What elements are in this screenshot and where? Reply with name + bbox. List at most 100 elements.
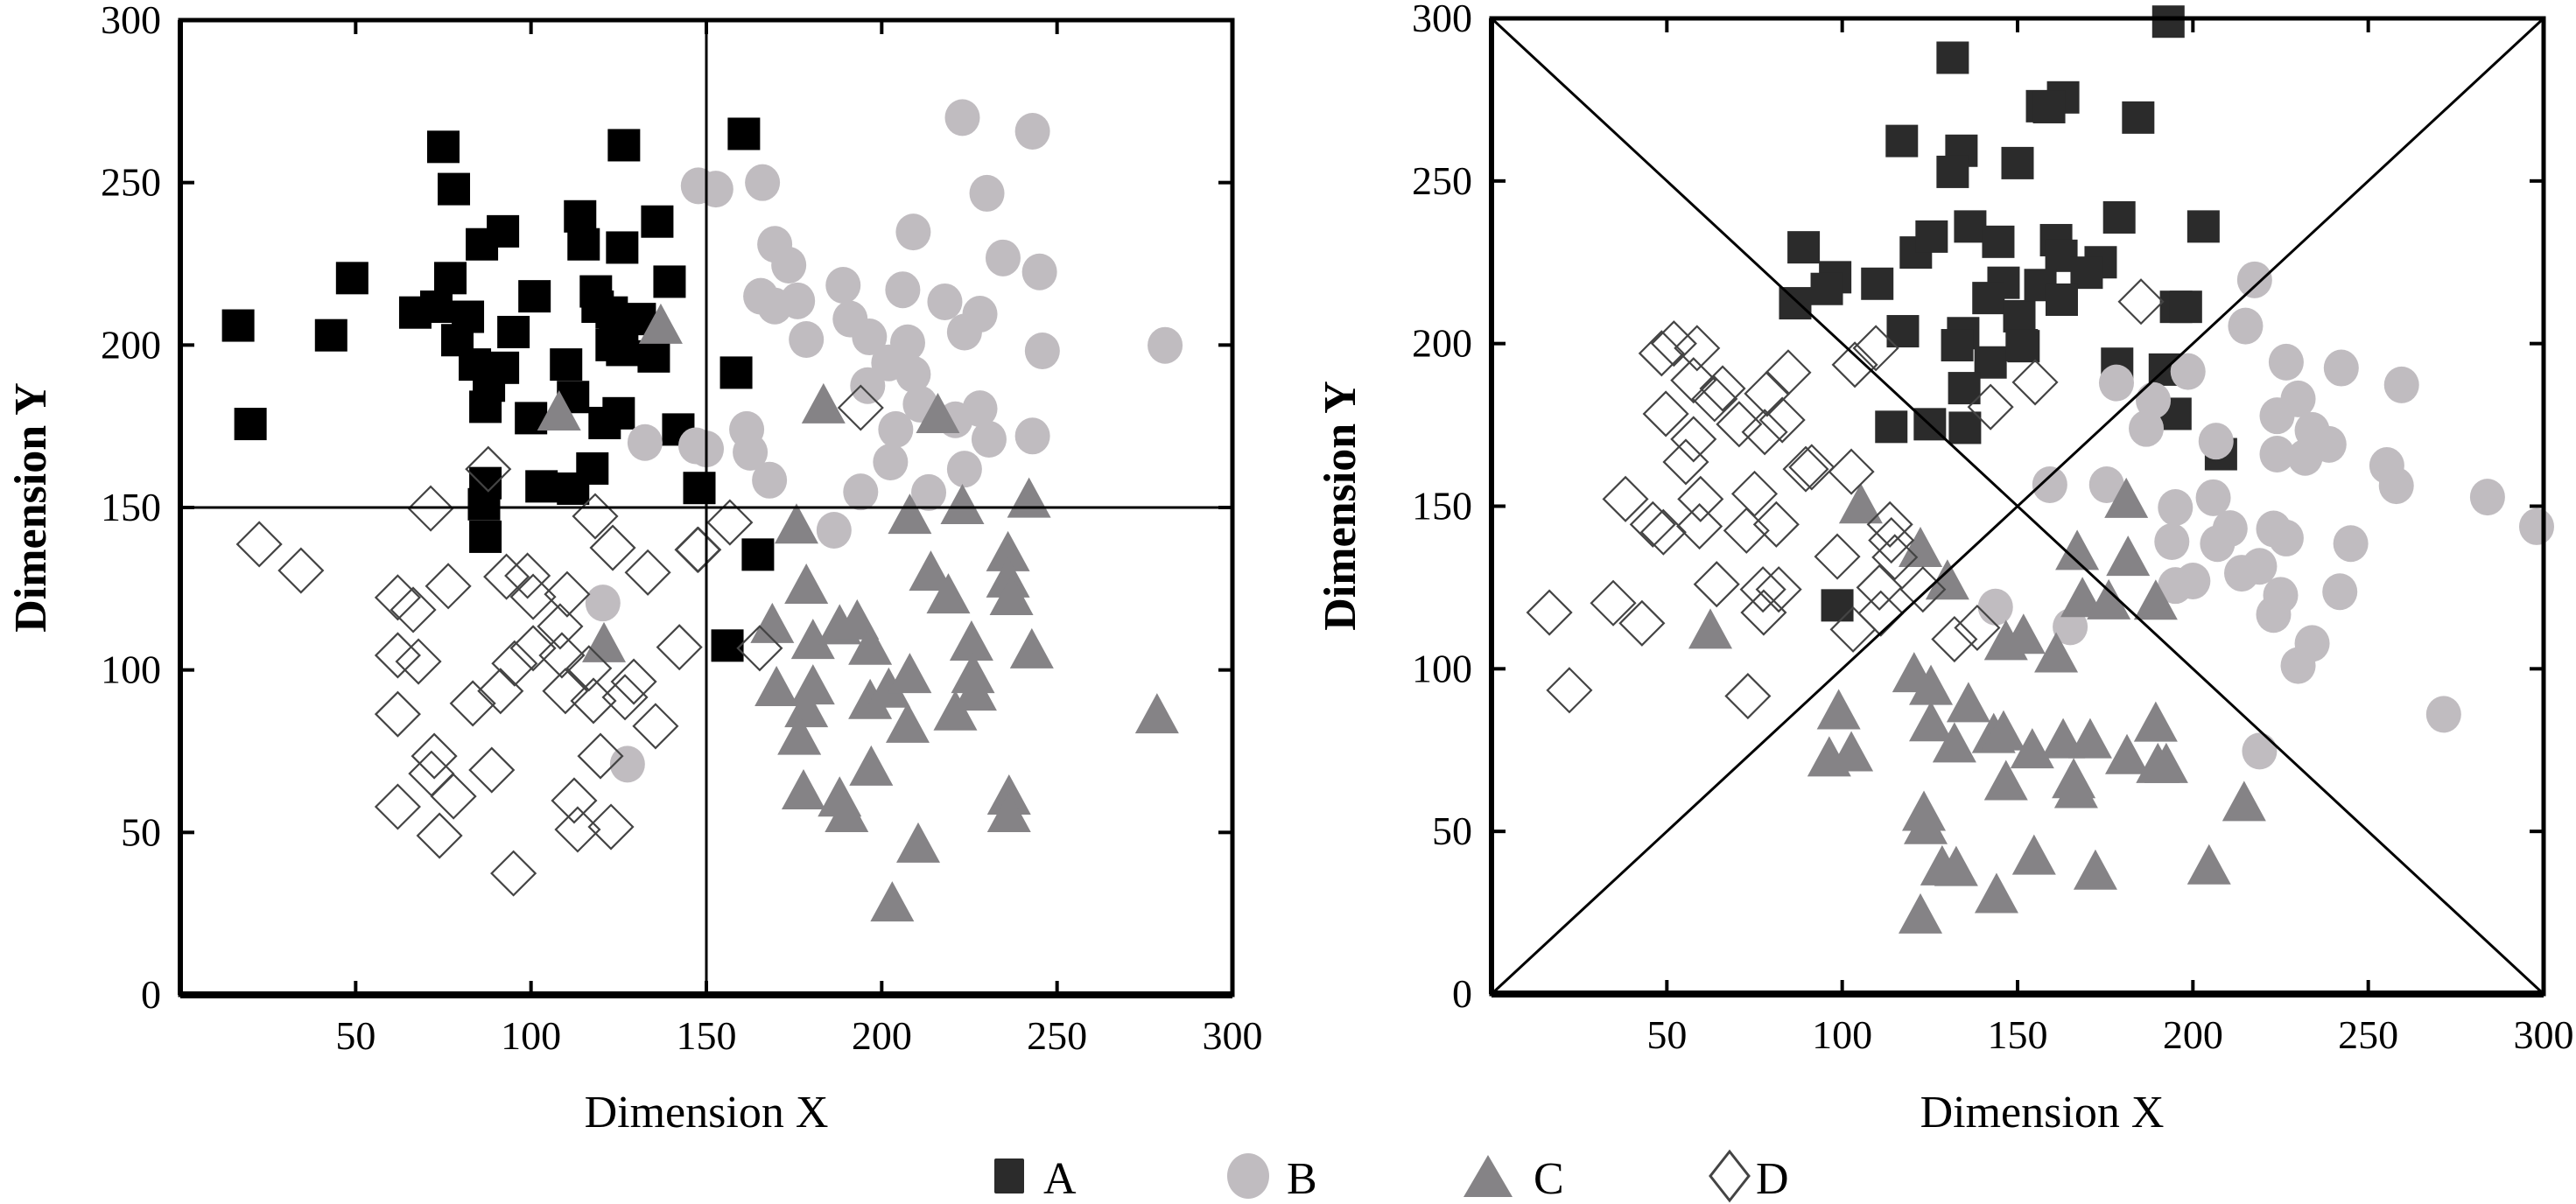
point-c: [784, 687, 829, 728]
point-a: [683, 472, 716, 505]
point-a: [2070, 256, 2103, 290]
legend-label-b: B: [1287, 1154, 1317, 1204]
point-d: [1629, 500, 1676, 548]
point-a: [469, 520, 502, 553]
point-b: [2287, 438, 2323, 476]
point-a: [641, 205, 674, 238]
point-c: [2060, 577, 2105, 618]
point-b: [2088, 466, 2124, 503]
point-d: [1618, 599, 1666, 647]
point-b: [2053, 608, 2088, 646]
point-d: [572, 493, 619, 540]
point-d: [1829, 606, 1877, 653]
left-scatter-panel: 50 100 150 200 250 300 0 50 100 150 200 250 300 Dime…: [6, 0, 1263, 1138]
point-b: [2323, 349, 2359, 387]
point-d: [1852, 325, 1899, 372]
point-b: [2268, 519, 2304, 556]
point-d: [504, 552, 551, 599]
point-b: [1024, 332, 1060, 370]
point-d: [1670, 357, 1717, 404]
x-tick-label: 150: [677, 1013, 737, 1058]
point-c: [1829, 731, 1874, 772]
x-tick-label: 250: [1027, 1013, 1087, 1058]
left-y-axis-title: Dimension Y: [6, 382, 56, 633]
point-a: [2001, 146, 2034, 179]
point-c: [781, 769, 825, 810]
point-a: [595, 328, 628, 361]
point-d: [395, 638, 442, 685]
point-a: [602, 396, 635, 430]
point-d: [1857, 590, 1905, 637]
point-d: [490, 850, 537, 897]
point-c: [888, 653, 932, 694]
point-a: [419, 290, 453, 324]
point-a: [1936, 155, 1969, 188]
point-a: [1915, 220, 1948, 253]
point-b: [969, 174, 1005, 212]
y-tick-label: 300: [1412, 0, 1472, 40]
point-a: [2102, 200, 2136, 234]
point-c: [2011, 834, 2056, 875]
point-a: [637, 340, 670, 373]
legend: A B C D: [994, 1149, 1789, 1204]
point-d: [1716, 401, 1763, 448]
point-b: [985, 239, 1021, 276]
point-a: [2186, 210, 2220, 243]
point-b: [885, 271, 921, 309]
point-d: [1866, 500, 1913, 548]
point-c: [2087, 578, 2131, 620]
point-c: [888, 494, 932, 535]
right-axes: 50 100 150 200 250 300 0 50 100 150 200 250 300: [1412, 0, 2574, 1057]
point-c: [949, 620, 993, 661]
point-b: [816, 511, 852, 549]
point-b: [962, 390, 998, 428]
point-d: [491, 640, 538, 687]
point-d: [1674, 325, 1721, 372]
point-a: [595, 296, 628, 329]
point-a: [606, 231, 639, 264]
point-a: [564, 200, 597, 233]
point-a: [2032, 90, 2066, 123]
point-d: [537, 603, 584, 650]
point-b: [2322, 573, 2358, 611]
point-c: [940, 484, 985, 524]
point-d: [1967, 383, 2014, 430]
point-a: [427, 130, 460, 164]
point-c: [916, 393, 960, 434]
point-b: [771, 246, 807, 284]
point-c: [638, 303, 683, 344]
point-d: [1788, 444, 1835, 491]
point-d: [1546, 667, 1593, 714]
point-c: [784, 563, 829, 604]
point-d: [374, 690, 421, 738]
y-tick-label: 50: [121, 809, 161, 854]
point-d: [390, 586, 437, 634]
y-tick-label: 300: [101, 0, 161, 42]
point-b: [895, 355, 931, 393]
point-d: [565, 645, 613, 692]
point-b: [852, 318, 888, 356]
legend-marker-d: [1709, 1149, 1751, 1203]
point-a: [1948, 372, 1981, 405]
point-a: [1948, 411, 1982, 444]
point-d: [1871, 534, 1919, 581]
point-b: [2228, 307, 2264, 345]
point-b: [609, 746, 645, 783]
point-c: [1934, 845, 1978, 886]
point-c: [774, 503, 818, 544]
point-c: [2053, 767, 2098, 808]
point-d: [277, 547, 325, 594]
point-c: [1909, 701, 1954, 742]
point-a: [2003, 299, 2036, 332]
point-b: [780, 282, 816, 319]
point-d: [1676, 502, 1723, 550]
y-tick-label: 150: [1412, 484, 1472, 528]
point-c: [1925, 559, 1969, 600]
point-c: [986, 792, 1031, 833]
point-b: [2280, 380, 2316, 417]
point-a: [438, 172, 471, 206]
point-d: [1744, 370, 1791, 417]
point-d: [589, 524, 636, 571]
point-d: [468, 746, 516, 794]
point-b: [927, 283, 963, 320]
